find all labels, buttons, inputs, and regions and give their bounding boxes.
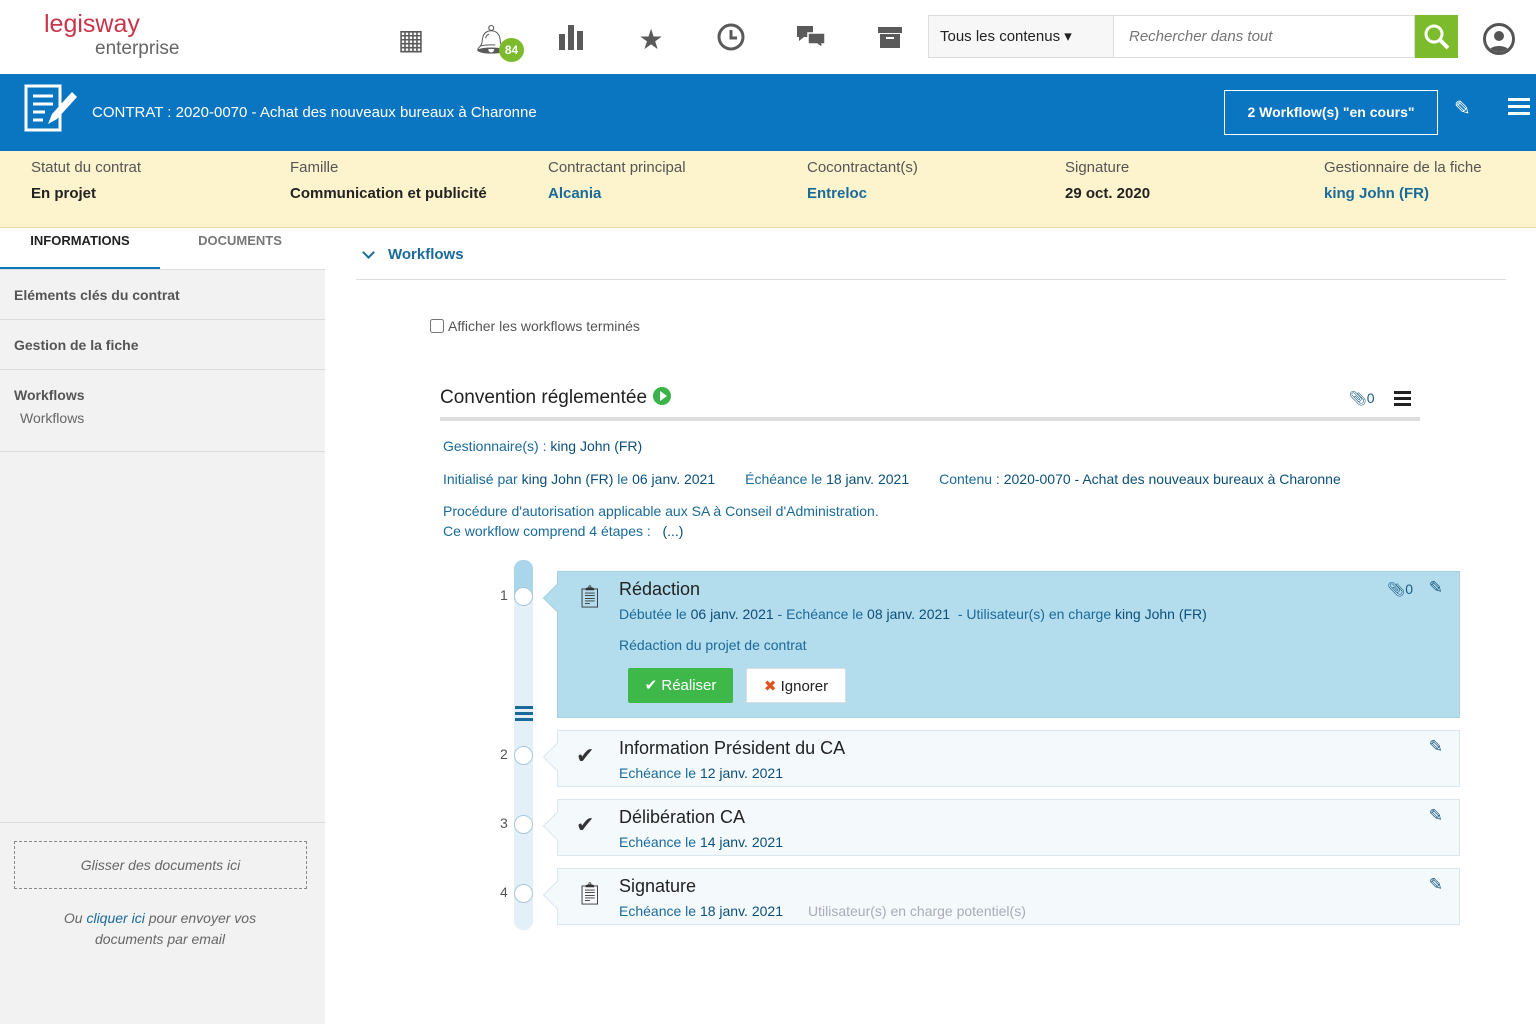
info-manager: Gestionnaire de la fiche king John (FR) — [1324, 159, 1482, 202]
workflow-step-active: 📋︎ Rédaction Débutée le 06 janv. 2021 - … — [542, 571, 1460, 718]
contract-info-bar: Statut du contrat En projet Famille Commun… — [0, 151, 1536, 228]
check-icon: ✔ — [576, 812, 595, 837]
step-title: Information Président du CA — [619, 738, 846, 758]
sidebar-item-record-management[interactable]: Gestion de la fiche — [0, 320, 325, 370]
step-title: Signature — [619, 876, 697, 896]
search-icon — [1424, 24, 1450, 50]
step-node — [514, 587, 533, 606]
check-icon: ✔ — [576, 743, 595, 768]
play-icon — [653, 387, 672, 405]
step-dates: Débutée le 06 janv. 2021 - Echéance le 0… — [619, 606, 1207, 622]
document-drop-zone[interactable]: Glisser des documents ici — [14, 841, 307, 889]
tab-documents[interactable]: DOCUMENTS — [198, 233, 282, 248]
workflow-title: Convention réglementée — [440, 387, 672, 409]
step-node — [514, 884, 533, 903]
contract-title: CONTRAT : 2020-0070 - Achat des nouveaux… — [92, 104, 537, 121]
info-main-contractor: Contractant principal Alcania — [548, 159, 686, 202]
star-icon[interactable]: ★ — [638, 24, 664, 55]
step-number: 4 — [500, 884, 508, 900]
paperclip-icon: 📎︎ — [1349, 390, 1367, 406]
workflow-managers: Gestionnaire(s) : king John (FR) — [443, 438, 643, 454]
step-node — [514, 746, 533, 765]
complete-step-button[interactable]: ✔ Réaliser — [628, 668, 733, 703]
info-family: Famille Communication et publicité — [290, 159, 487, 202]
divider — [0, 822, 325, 823]
apps-grid-icon[interactable]: ▦ — [397, 24, 425, 55]
contract-edit-icon — [24, 84, 78, 139]
step-number: 1 — [500, 587, 508, 603]
clipboard-icon: 📋︎ — [576, 881, 604, 906]
workflow-content: Contenu : 2020-0070 - Achat des nouveaux… — [939, 471, 1341, 487]
user-avatar-icon[interactable] — [1483, 23, 1515, 55]
divider — [440, 417, 1420, 421]
sidebar: INFORMATIONS DOCUMENTS Eléments clés du … — [0, 228, 325, 1024]
workflows-in-progress-button[interactable]: 2 Workflow(s) "en cours" — [1224, 90, 1438, 135]
step-number: 2 — [500, 746, 508, 762]
pencil-icon[interactable]: ✎ — [1428, 578, 1443, 597]
logo-subtitle: enterprise — [95, 38, 180, 59]
drag-handle-icon[interactable] — [515, 706, 533, 721]
clock-icon[interactable] — [713, 22, 749, 58]
paperclip-icon: 📎︎ — [1387, 581, 1406, 597]
timeline-rail — [514, 560, 533, 930]
scope-select[interactable]: Tous les contenus ▾ — [928, 15, 1114, 58]
clipboard-icon: 📋︎ — [576, 584, 604, 609]
search-button[interactable] — [1415, 15, 1458, 58]
step-title: Délibération CA — [619, 807, 746, 827]
workflow-due: Échéance le 18 janv. 2021 — [745, 471, 910, 487]
info-signature: Signature 29 oct. 2020 — [1065, 159, 1151, 202]
workflow-step: ✔ Délibération CA Echéance le 14 janv. 2… — [542, 799, 1460, 856]
workflows-section-header[interactable]: Workflows — [356, 228, 1506, 280]
step-number: 3 — [500, 815, 508, 831]
search-input[interactable] — [1114, 15, 1415, 58]
pencil-icon[interactable]: ✎ — [1428, 875, 1443, 894]
step-description: Rédaction du projet de contrat — [619, 637, 807, 653]
logo[interactable]: legisway — [44, 10, 140, 38]
pencil-icon[interactable]: ✎ — [1428, 737, 1443, 756]
tab-informations[interactable]: INFORMATIONS — [0, 228, 160, 269]
step-due: Echéance le 18 janv. 2021 Utilisateur(s) … — [619, 903, 1026, 919]
info-cocontractors: Cocontractant(s) Entreloc — [807, 159, 918, 202]
step-attachments[interactable]: 📎︎0 — [1387, 581, 1413, 597]
workflow-step: ✔ Information Président du CA Echéance l… — [542, 730, 1460, 787]
workflow-meta-row: Initialisé par king John (FR) le 06 janv… — [443, 471, 1341, 487]
bar-chart-icon[interactable] — [553, 22, 589, 58]
info-status: Statut du contrat En projet — [31, 159, 142, 202]
step-due: Echéance le 14 janv. 2021 — [619, 834, 783, 850]
menu-icon[interactable] — [1508, 98, 1530, 115]
contract-header: CONTRAT : 2020-0070 - Achat des nouveaux… — [0, 74, 1536, 151]
workflow-step: 📋︎ Signature Echéance le 18 janv. 2021 Ut… — [542, 868, 1460, 925]
pencil-icon[interactable]: ✎ — [1428, 806, 1443, 825]
sidebar-item-workflows[interactable]: Workflows — [14, 387, 85, 403]
workflow-description: Procédure d'autorisation applicable aux … — [443, 503, 879, 519]
email-upload-hint: Ou cliquer ici pour envoyer vos document… — [63, 910, 257, 947]
archive-icon[interactable] — [872, 22, 908, 58]
pencil-icon[interactable]: ✎ — [1454, 98, 1471, 120]
step-node — [514, 815, 533, 834]
comments-icon[interactable] — [793, 22, 829, 58]
top-bar: legisway enterprise ▦ 🔔︎ 84 ★ Tous les c… — [0, 0, 1536, 74]
workflow-menu-icon[interactable] — [1394, 391, 1411, 406]
workflow-steps-count: Ce workflow comprend 4 étapes : (...) — [443, 523, 684, 539]
sidebar-subitem-workflows[interactable]: Workflows — [20, 410, 85, 426]
step-due: Echéance le 12 janv. 2021 — [619, 765, 783, 781]
more-link[interactable]: (...) — [662, 523, 684, 539]
sidebar-item-key-elements[interactable]: Eléments clés du contrat — [0, 270, 325, 320]
show-finished-workflows-checkbox[interactable]: Afficher les workflows terminés — [430, 318, 640, 334]
attachments-count[interactable]: 📎︎0 — [1349, 390, 1375, 406]
notification-badge: 84 — [499, 38, 524, 62]
step-title: Rédaction — [619, 579, 701, 599]
workflow-init: Initialisé par king John (FR) le 06 janv… — [443, 471, 716, 487]
ignore-step-button[interactable]: ✖ Ignorer — [746, 668, 846, 703]
click-here-link[interactable]: cliquer ici — [86, 910, 145, 926]
